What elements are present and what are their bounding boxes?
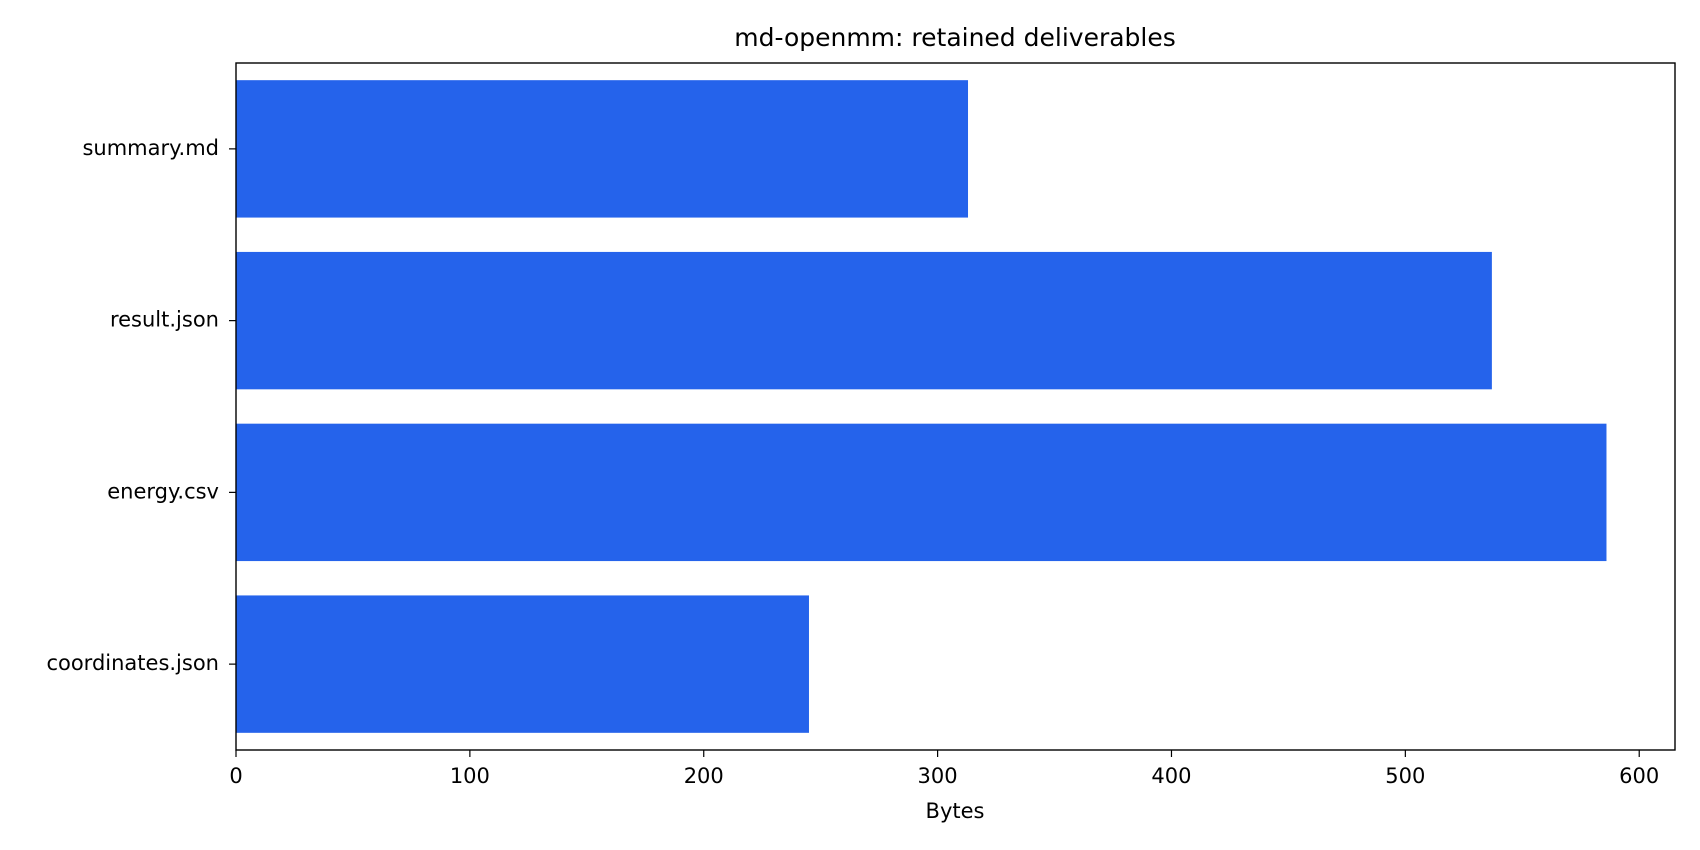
- x-tick-label: 100: [450, 764, 490, 788]
- bar: [236, 251, 1492, 390]
- x-tick-label: 400: [1151, 764, 1191, 788]
- plot-frame: [235, 62, 1676, 751]
- x-tick-label: 0: [229, 764, 242, 788]
- y-tick-label: energy.csv: [107, 479, 219, 503]
- bar: [236, 423, 1607, 562]
- y-tick-label: coordinates.json: [46, 651, 219, 675]
- bar: [236, 80, 969, 218]
- x-tick-label: 300: [918, 764, 958, 788]
- x-axis-label: Bytes: [926, 799, 985, 823]
- y-tick-label: summary.md: [82, 136, 219, 160]
- chart-title: md-openmm: retained deliverables: [734, 23, 1176, 52]
- y-tick-label: result.json: [110, 308, 219, 332]
- bar: [236, 595, 809, 733]
- x-tick-label: 500: [1385, 764, 1425, 788]
- x-tick-label: 200: [684, 764, 724, 788]
- x-tick-label: 600: [1619, 764, 1659, 788]
